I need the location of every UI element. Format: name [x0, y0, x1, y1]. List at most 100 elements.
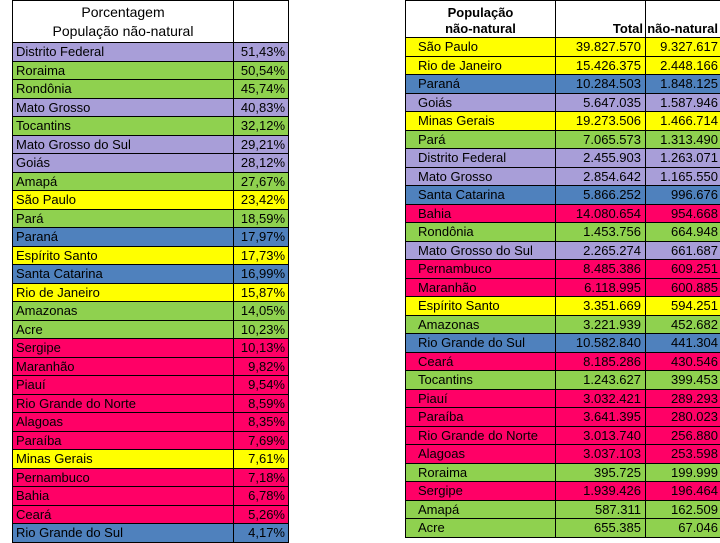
state-name: Rondônia	[13, 80, 234, 99]
percentage-value: 28,12%	[234, 154, 289, 173]
percentage-value: 8,35%	[234, 413, 289, 432]
state-name: Rio de Janeiro	[13, 283, 234, 302]
percentage-value: 14,05%	[234, 302, 289, 321]
state-name: Ceará	[406, 352, 556, 371]
percentage-value: 7,61%	[234, 450, 289, 469]
percentage-value: 9,82%	[234, 357, 289, 376]
total-population-value: 14.080.654	[556, 204, 646, 223]
state-name: Paraná	[13, 228, 234, 247]
state-name: Goiás	[13, 154, 234, 173]
state-name: Maranhão	[13, 357, 234, 376]
percentage-value: 18,59%	[234, 209, 289, 228]
percentage-value: 10,23%	[234, 320, 289, 339]
non-native-population-value: 289.293	[646, 389, 720, 408]
state-name: Sergipe	[13, 339, 234, 358]
state-name: Rio de Janeiro	[406, 56, 556, 75]
percentage-table: Porcentagem População não-natural Distri…	[12, 0, 289, 543]
percentage-value: 5,26%	[234, 505, 289, 524]
state-name: Pará	[13, 209, 234, 228]
total-population-value: 7.065.573	[556, 130, 646, 149]
non-native-population-value: 1.587.946	[646, 93, 720, 112]
non-native-population-value: 441.304	[646, 334, 720, 353]
non-native-population-value: 399.453	[646, 371, 720, 390]
percentage-value: 29,21%	[234, 135, 289, 154]
percentage-value: 8,59%	[234, 394, 289, 413]
header-title: Porcentagem	[13, 3, 233, 22]
total-column-header: Total	[556, 1, 646, 38]
non-native-population-value: 199.999	[646, 463, 720, 482]
state-name: Piauí	[13, 376, 234, 395]
total-population-value: 587.311	[556, 500, 646, 519]
state-name: Minas Gerais	[406, 112, 556, 131]
percentage-value: 51,43%	[234, 43, 289, 62]
total-population-value: 3.221.939	[556, 315, 646, 334]
total-population-value: 2.854.642	[556, 167, 646, 186]
state-name: São Paulo	[13, 191, 234, 210]
state-name: Acre	[406, 519, 556, 538]
state-name: Acre	[13, 320, 234, 339]
total-population-value: 3.641.395	[556, 408, 646, 427]
percentage-value: 10,13%	[234, 339, 289, 358]
state-column-header: População não-natural	[406, 1, 556, 38]
non-native-column-header: não-natural	[646, 1, 720, 38]
state-name: Mato Grosso do Sul	[406, 241, 556, 260]
non-native-population-value: 954.668	[646, 204, 720, 223]
total-population-value: 1.243.627	[556, 371, 646, 390]
non-native-population-value: 1.165.550	[646, 167, 720, 186]
total-population-value: 2.455.903	[556, 149, 646, 168]
total-population-value: 8.185.286	[556, 352, 646, 371]
total-population-value: 6.118.995	[556, 278, 646, 297]
population-table: População não-natural Total não-natural …	[405, 0, 720, 538]
non-native-population-value: 600.885	[646, 278, 720, 297]
non-native-population-value: 2.448.166	[646, 56, 720, 75]
non-native-population-value: 256.880	[646, 426, 720, 445]
percentage-value: 6,78%	[234, 487, 289, 506]
state-name: Espírito Santo	[13, 246, 234, 265]
state-name: Mato Grosso	[406, 167, 556, 186]
non-native-population-value: 594.251	[646, 297, 720, 316]
state-name: Rio Grande do Sul	[406, 334, 556, 353]
state-name: Ceará	[13, 505, 234, 524]
state-name: Minas Gerais	[13, 450, 234, 469]
non-native-population-value: 196.464	[646, 482, 720, 501]
total-population-value: 3.013.740	[556, 426, 646, 445]
state-name: Mato Grosso	[13, 98, 234, 117]
state-name: Alagoas	[406, 445, 556, 464]
percentage-value: 4,17%	[234, 524, 289, 543]
state-name: Roraima	[13, 61, 234, 80]
state-name: Rio Grande do Norte	[13, 394, 234, 413]
state-name: Alagoas	[13, 413, 234, 432]
state-name: Amazonas	[406, 315, 556, 334]
percentage-value: 50,54%	[234, 61, 289, 80]
